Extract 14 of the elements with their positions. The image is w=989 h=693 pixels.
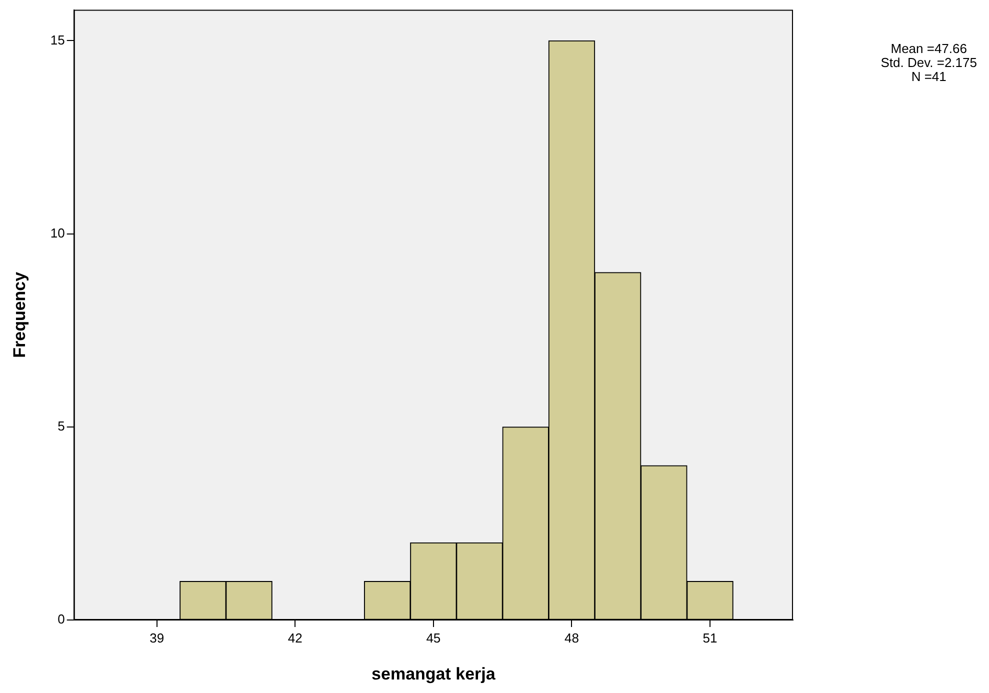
x-tick-label: 42 [288, 630, 302, 646]
y-axis-title: Frequency [10, 271, 29, 358]
x-tick-label: 48 [564, 630, 579, 646]
text: Mean =47.66 [890, 41, 968, 56]
y-tick-label: 10 [50, 225, 65, 240]
x-tick-label: 39 [150, 630, 164, 646]
text: N =41 [910, 69, 948, 84]
x-tick-label: 51 [702, 630, 718, 646]
text: Std. Dev. =2.175 [880, 55, 977, 70]
y-tick-label: 5 [58, 418, 65, 434]
y-tick-label: 15 [50, 32, 65, 48]
x-tick-label: 45 [426, 630, 441, 646]
x-axis-title: semangat kerja [372, 664, 496, 684]
y-tick-label: 0 [58, 612, 65, 627]
